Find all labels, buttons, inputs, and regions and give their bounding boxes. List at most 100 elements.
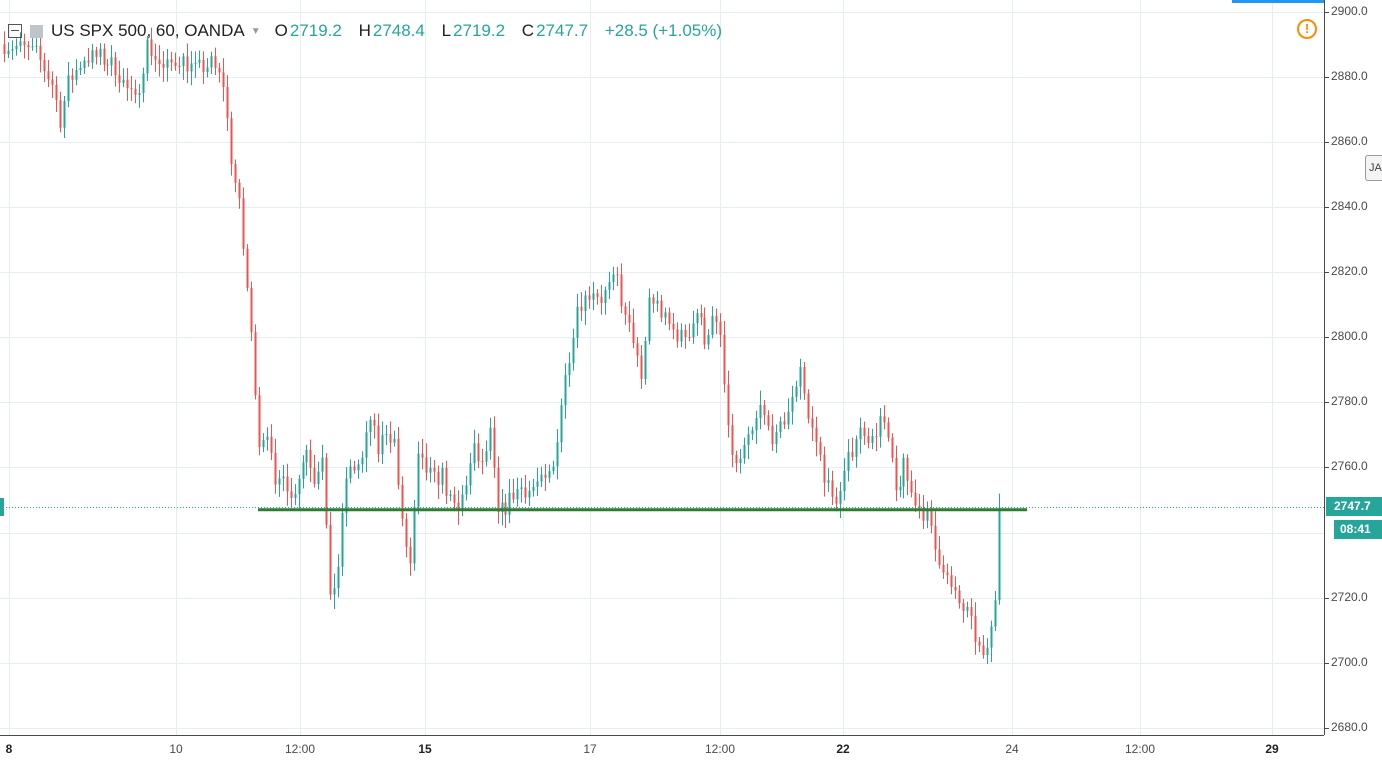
price-tick-mark xyxy=(1325,12,1329,13)
candle-body xyxy=(377,425,380,455)
chevron-down-icon[interactable]: ▼ xyxy=(250,25,261,37)
candle-body xyxy=(497,467,500,512)
candle-body xyxy=(286,476,289,492)
candle-body xyxy=(560,405,563,443)
candle-body xyxy=(337,566,340,589)
candle-body xyxy=(142,73,145,93)
ohlc-values: O 2719.2 H 2748.4 L 2719.2 C 2747.7 +28.5 (+… xyxy=(275,21,722,41)
time-scale[interactable]: 8 10 12:00 15 17 12:00 22 24 12:00 29 xyxy=(0,735,1324,770)
candle-body xyxy=(369,419,372,433)
low-value: 2719.2 xyxy=(453,21,506,40)
candle-body xyxy=(843,470,846,492)
candle-body xyxy=(914,492,917,506)
chart-pane[interactable] xyxy=(0,0,1324,735)
candle-body xyxy=(134,88,137,95)
side-panel-tab[interactable]: JA xyxy=(1365,155,1382,181)
candlestick-chart[interactable] xyxy=(0,0,1324,735)
candle-body xyxy=(751,430,754,435)
candle-body xyxy=(118,75,121,83)
candle-body xyxy=(743,445,746,459)
candle-body xyxy=(640,355,643,379)
last-price-badge: 2747.7 xyxy=(1326,497,1382,516)
change-value: +28.5 (+1.05%) xyxy=(604,21,723,40)
candle-body xyxy=(883,416,886,423)
candle-body xyxy=(146,39,149,74)
candle-body xyxy=(421,453,424,458)
candle-body xyxy=(664,312,667,318)
price-tick-label: 2840.0 xyxy=(1331,199,1368,213)
candle-body xyxy=(349,466,352,479)
candle-body xyxy=(417,453,420,507)
candle-body xyxy=(580,306,583,311)
candle-body xyxy=(477,443,480,462)
candle-body xyxy=(648,297,651,341)
candle-body xyxy=(309,449,312,468)
candle-body xyxy=(130,88,133,90)
candle-body xyxy=(588,295,591,300)
candle-body xyxy=(660,300,663,318)
candle-body xyxy=(178,65,181,67)
time-tick-label: 10 xyxy=(169,742,183,756)
price-tick-mark xyxy=(1325,207,1329,208)
candle-body xyxy=(616,274,619,276)
candle-body xyxy=(234,164,237,183)
candle-body xyxy=(831,480,834,497)
candle-body xyxy=(795,386,798,397)
candle-body xyxy=(978,641,981,646)
candle-body xyxy=(771,425,774,445)
candle-body xyxy=(962,603,965,611)
candle-body xyxy=(636,343,639,356)
price-tick-label: 2780.0 xyxy=(1331,394,1368,408)
candle-body xyxy=(262,440,265,448)
price-scale[interactable]: 2900.0 2880.0 2860.0 2840.0 2820.0 2800.0 2780… xyxy=(1324,0,1382,735)
candle-body xyxy=(966,607,969,611)
candle-body xyxy=(608,282,611,290)
candle-body xyxy=(206,67,209,72)
candle-body xyxy=(847,452,850,471)
candle-body xyxy=(986,647,989,656)
candle-body xyxy=(59,100,62,128)
candle-body xyxy=(620,274,623,307)
candle-body xyxy=(437,471,440,485)
candle-body xyxy=(103,48,106,65)
candle-body xyxy=(835,496,838,504)
candle-body xyxy=(154,55,157,60)
price-tick-label: 2760.0 xyxy=(1331,459,1368,473)
candle-body xyxy=(389,434,392,443)
candle-body xyxy=(150,39,153,56)
candle-body xyxy=(739,458,742,464)
candle-body xyxy=(461,494,464,512)
candle-body xyxy=(186,56,189,72)
price-tick-label: 2720.0 xyxy=(1331,590,1368,604)
candle-body xyxy=(194,62,197,64)
candle-body xyxy=(895,457,898,491)
candle-body xyxy=(198,59,201,63)
candle-body xyxy=(174,62,177,66)
candle-body xyxy=(779,421,782,433)
candle-body xyxy=(361,457,364,465)
time-tick-label: 12:00 xyxy=(1124,742,1156,756)
candle-body xyxy=(680,329,683,342)
candle-body xyxy=(556,442,559,467)
candle-body xyxy=(469,463,472,486)
price-tick-mark xyxy=(1325,272,1329,273)
candle-body xyxy=(974,616,977,642)
candle-body xyxy=(970,607,973,617)
exclamation-circle-icon[interactable]: ! xyxy=(1297,19,1317,39)
candle-body xyxy=(926,508,929,521)
collapse-icon[interactable] xyxy=(8,24,22,38)
candle-body xyxy=(540,474,543,482)
candle-body xyxy=(138,92,141,95)
candle-body xyxy=(75,70,78,80)
candle-body xyxy=(15,45,18,50)
candle-body xyxy=(942,564,945,573)
candle-body xyxy=(990,626,993,648)
candle-body xyxy=(612,274,615,283)
price-tick-mark xyxy=(1325,402,1329,403)
symbol-title[interactable]: US SPX 500, 60, OANDA xyxy=(51,21,245,40)
candle-body xyxy=(3,44,6,55)
candle-body xyxy=(110,57,113,66)
candle-body xyxy=(433,467,436,472)
candle-body xyxy=(604,289,607,303)
candle-body xyxy=(393,438,396,443)
